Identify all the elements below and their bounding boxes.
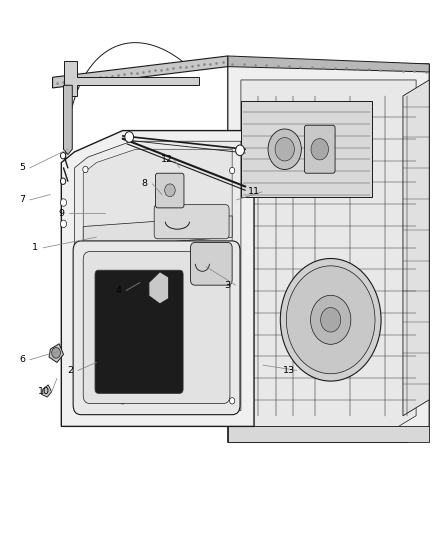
FancyBboxPatch shape: [154, 205, 229, 239]
Polygon shape: [403, 80, 429, 416]
Polygon shape: [241, 80, 416, 426]
Circle shape: [230, 398, 235, 404]
Text: 5: 5: [19, 164, 25, 172]
Text: 8: 8: [141, 180, 148, 188]
Polygon shape: [42, 385, 52, 397]
Circle shape: [311, 139, 328, 160]
Text: 10: 10: [38, 387, 50, 396]
Circle shape: [321, 308, 341, 332]
Circle shape: [120, 398, 125, 404]
Circle shape: [275, 138, 294, 161]
Polygon shape: [83, 149, 232, 402]
Circle shape: [311, 295, 351, 344]
FancyBboxPatch shape: [155, 173, 184, 208]
Circle shape: [125, 132, 134, 142]
FancyBboxPatch shape: [95, 270, 183, 393]
Text: 2: 2: [67, 366, 73, 375]
Text: 11: 11: [248, 188, 260, 196]
Text: 6: 6: [19, 356, 25, 364]
Polygon shape: [49, 344, 64, 362]
FancyBboxPatch shape: [191, 243, 232, 285]
Circle shape: [280, 259, 381, 381]
Polygon shape: [64, 61, 199, 96]
Text: 9: 9: [58, 209, 64, 217]
Circle shape: [60, 199, 67, 206]
Text: 12: 12: [160, 156, 173, 164]
Polygon shape: [64, 85, 72, 155]
Text: 13: 13: [283, 366, 295, 375]
Circle shape: [60, 220, 67, 228]
Polygon shape: [228, 64, 429, 442]
Polygon shape: [53, 56, 228, 88]
Circle shape: [268, 129, 301, 169]
Text: 7: 7: [19, 196, 25, 204]
Polygon shape: [61, 131, 254, 426]
Polygon shape: [74, 141, 241, 410]
FancyBboxPatch shape: [83, 252, 230, 403]
Circle shape: [60, 178, 66, 184]
Circle shape: [230, 167, 235, 174]
Polygon shape: [228, 426, 429, 442]
Circle shape: [83, 166, 88, 173]
Text: 4: 4: [115, 286, 121, 295]
Circle shape: [286, 266, 375, 374]
Polygon shape: [228, 56, 429, 72]
FancyBboxPatch shape: [304, 125, 335, 173]
Circle shape: [52, 348, 60, 358]
Circle shape: [236, 145, 244, 156]
FancyBboxPatch shape: [241, 101, 372, 197]
Polygon shape: [83, 216, 232, 248]
Circle shape: [60, 152, 66, 159]
FancyBboxPatch shape: [73, 241, 240, 415]
Circle shape: [165, 184, 175, 197]
Text: 1: 1: [32, 244, 38, 252]
Polygon shape: [149, 272, 169, 304]
Text: 3: 3: [225, 281, 231, 289]
